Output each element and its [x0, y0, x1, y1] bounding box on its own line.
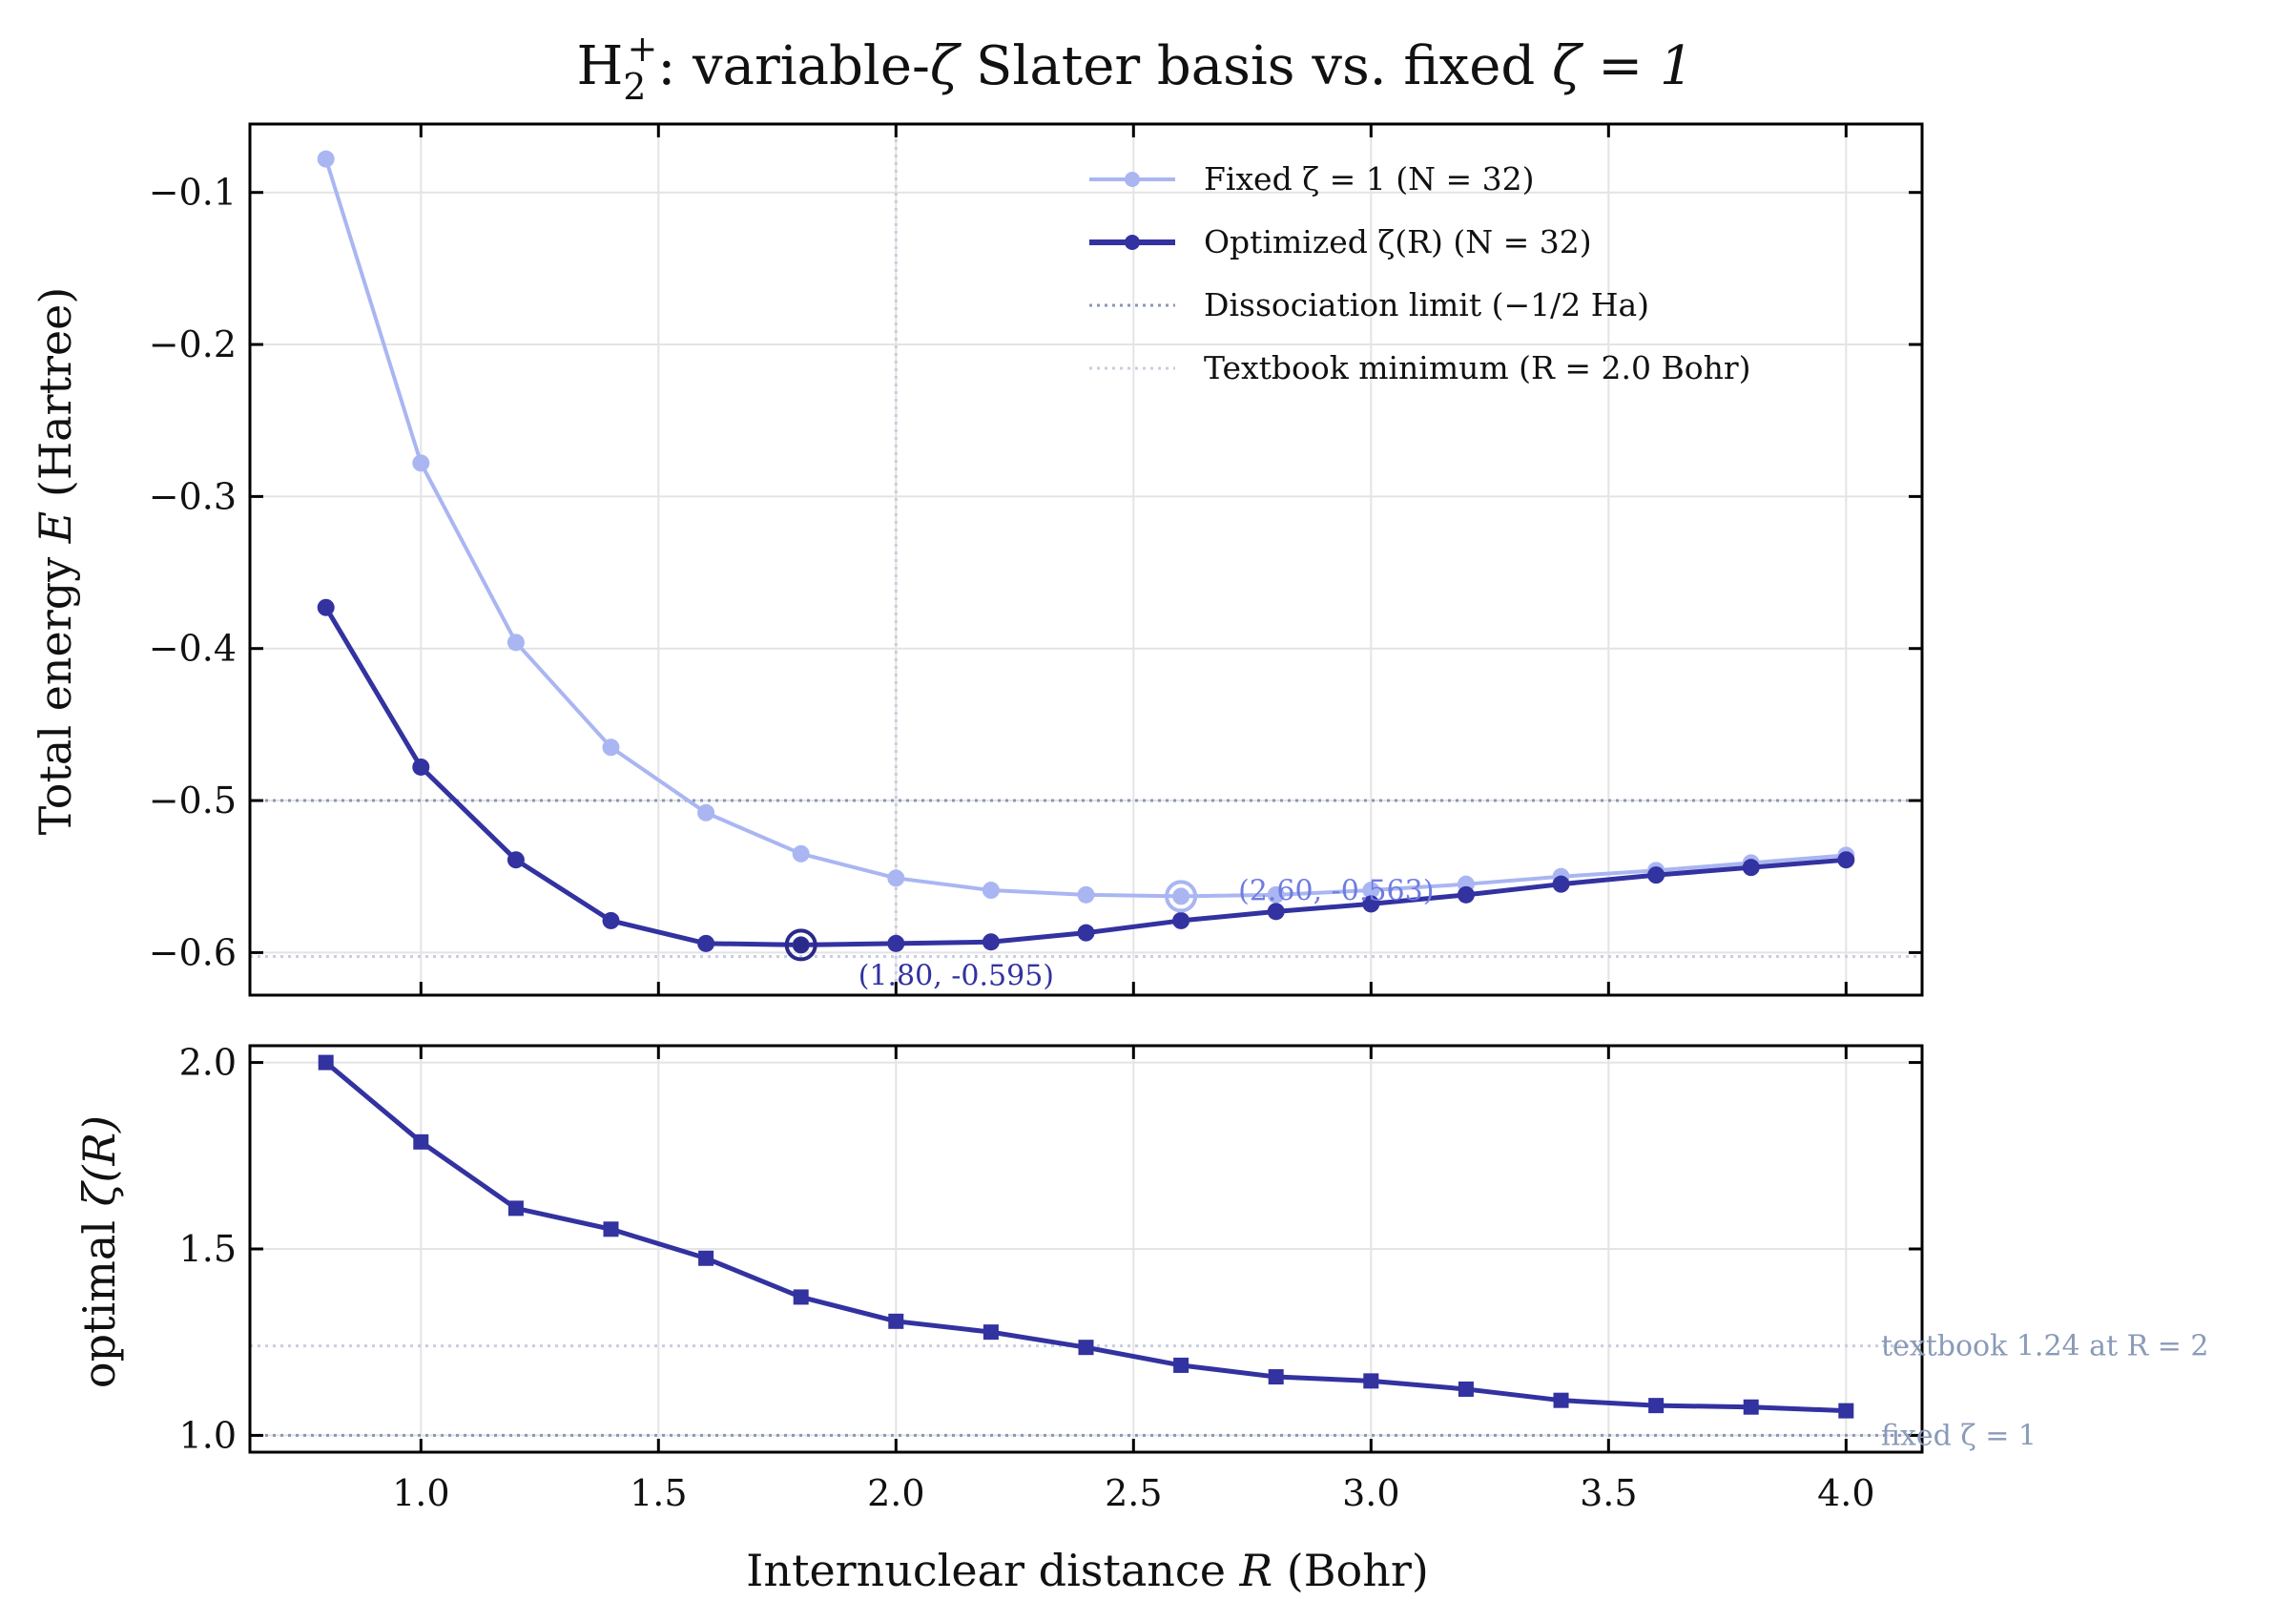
title-end: ζ = 1	[1552, 35, 1694, 97]
data-point	[1078, 1340, 1094, 1356]
minimum-marker-dot	[793, 937, 809, 953]
legend-marker	[1125, 172, 1140, 187]
x-tick-label: 3.5	[1580, 1472, 1637, 1514]
legend-marker	[1125, 235, 1140, 250]
data-point	[603, 1221, 619, 1237]
minimum-annotation: (1.80, -0.595)	[858, 959, 1054, 992]
plot-area	[250, 124, 1922, 995]
data-point	[792, 844, 810, 863]
data-point	[602, 911, 620, 929]
data-point	[1363, 1373, 1379, 1389]
data-point	[1268, 1369, 1284, 1385]
y-tick-label: −0.4	[149, 628, 237, 670]
data-point	[602, 738, 620, 757]
data-point	[507, 1200, 524, 1216]
title-zeta: ζ	[930, 35, 962, 97]
minimum-marker-ring	[784, 928, 817, 962]
data-point	[887, 934, 905, 952]
legend-label: Textbook minimum (R = 2.0 Bohr)	[1204, 349, 1751, 386]
title-tail: Slater basis vs. fixed	[959, 35, 1552, 97]
data-point	[317, 150, 335, 168]
legend-label: Dissociation limit (−1/2 Ha)	[1204, 286, 1649, 323]
series-line	[323, 158, 1847, 899]
data-point	[1267, 903, 1285, 921]
data-point	[318, 1054, 334, 1071]
zeta-y-axis-label: optimal ζ(R)	[73, 1115, 125, 1388]
data-point	[1647, 866, 1665, 884]
data-point	[1742, 859, 1760, 877]
data-point	[317, 598, 335, 616]
data-point	[983, 1324, 999, 1341]
data-point	[1267, 885, 1285, 904]
y-tick-label: −0.2	[149, 323, 237, 365]
ticks: −0.1 −0.2 −0.3 −0.4 −0.5 −0.6	[149, 124, 1922, 995]
title-h: H	[576, 35, 623, 97]
grid	[250, 1046, 1922, 1452]
axes-frame	[248, 122, 1924, 997]
x-tick-label: 1.5	[630, 1472, 687, 1514]
data-point	[1648, 1398, 1665, 1414]
data-point	[1172, 911, 1190, 929]
data-point	[1362, 882, 1380, 900]
y-tick-label: 1.0	[179, 1414, 237, 1456]
data-point	[507, 634, 525, 652]
ticks: 1.0 1.5 2.0 1.0 1.5 2.0 2.5 3.0 3.5 4.0	[179, 1042, 1922, 1514]
energy-y-axis-label: Total energy E (Hartree)	[30, 287, 81, 836]
data-point	[698, 1250, 714, 1266]
data-point	[982, 882, 1000, 900]
x-tick-label: 3.0	[1342, 1472, 1399, 1514]
data-point	[697, 934, 715, 952]
y-tick-label: 1.5	[179, 1228, 237, 1270]
data-point	[412, 758, 430, 776]
data-point	[1458, 1381, 1474, 1397]
x-tick-label: 2.5	[1105, 1472, 1162, 1514]
x-tick-label: 1.0	[392, 1472, 449, 1514]
grid	[250, 124, 1922, 995]
data-point	[412, 454, 430, 472]
title-rest: : variable-	[657, 35, 930, 97]
data-point	[1838, 1403, 1854, 1419]
data-point	[1457, 885, 1475, 904]
minimum-marker-ring	[1165, 880, 1198, 913]
legend: Fixed ζ = 1 (N = 32) Optimized ζ(R) (N = …	[1089, 160, 1751, 386]
series-line	[324, 1060, 1847, 1414]
energy-panel: (1.80, -0.595) (2.60, -0.563) −0.1 −0.2 −0.3…	[149, 122, 1924, 997]
data-point	[1837, 851, 1855, 869]
y-tick-label: −0.5	[149, 780, 237, 821]
data-point	[1077, 924, 1095, 942]
y-tick-label: −0.6	[149, 931, 237, 973]
data-point	[793, 1289, 809, 1305]
legend-label: Fixed ζ = 1 (N = 32)	[1204, 160, 1534, 198]
data-point	[982, 933, 1000, 951]
data-point	[887, 869, 905, 887]
data-point	[413, 1133, 429, 1150]
data-point	[1553, 1392, 1569, 1408]
legend-label: Optimized ζ(R) (N = 32)	[1204, 223, 1592, 260]
title-sup: +	[627, 28, 657, 70]
data-point	[1552, 875, 1570, 893]
data-point	[507, 851, 525, 869]
y-tick-label: −0.1	[149, 172, 237, 214]
data-point	[1743, 1399, 1759, 1415]
data-point	[888, 1313, 904, 1329]
y-tick-label: 2.0	[179, 1042, 237, 1084]
y-tick-label: −0.3	[149, 475, 237, 517]
reference-line-label: fixed ζ = 1	[1881, 1419, 2037, 1452]
data-point	[697, 803, 715, 821]
x-tick-label: 2.0	[867, 1472, 924, 1514]
minimum-marker-dot	[1173, 888, 1189, 905]
reference-line-label: textbook 1.24 at R = 2	[1881, 1330, 2209, 1363]
data-point	[1077, 885, 1095, 904]
zeta-panel: 1.0 1.5 2.0 1.0 1.5 2.0 2.5 3.0 3.5 4.0 textbook 1…	[179, 1042, 2209, 1514]
minimum-annotation: (2.60, -0.563)	[1238, 874, 1434, 907]
data-point	[1173, 1357, 1189, 1373]
x-axis-label: Internuclear distance R (Bohr)	[746, 1545, 1429, 1596]
x-tick-label: 4.0	[1817, 1472, 1874, 1514]
title-sub: 2	[623, 66, 646, 108]
plot-area	[250, 1054, 1922, 1437]
data-point	[1362, 895, 1380, 913]
chart-title: H2+: variable-ζ Slater basis vs. fixed ζ…	[576, 28, 1693, 108]
